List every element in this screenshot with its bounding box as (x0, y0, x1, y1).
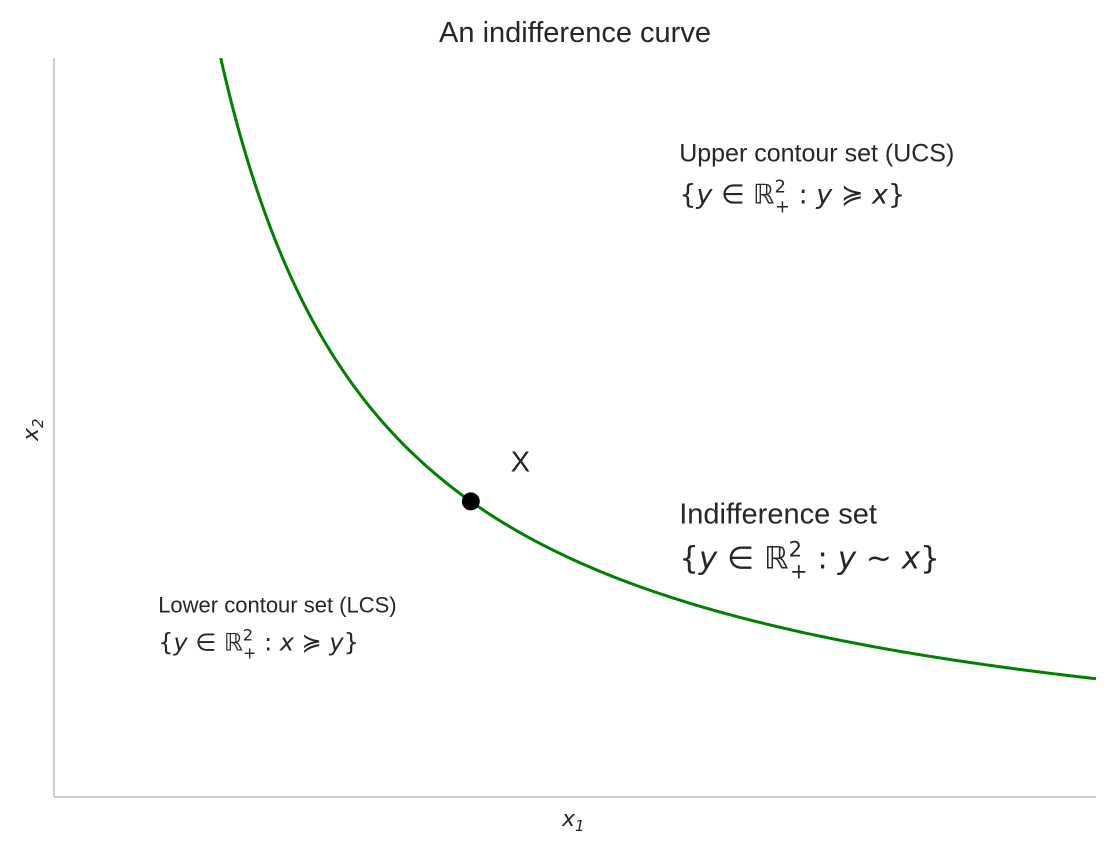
x-axis-label-sub: 1 (575, 817, 585, 835)
chart-title: An indifference curve (439, 17, 711, 49)
lower-contour-title: Lower contour set (LCS) (158, 592, 396, 617)
y-axis-label: x2 (19, 418, 47, 442)
x-axis-label-var: x (561, 807, 576, 832)
lower-contour-annotation: Lower contour set (LCS) {y ∈ ℝ2 + : x ≽ y… (158, 592, 396, 662)
indifference-set-notation: {y ∈ ℝ2 + : y ∼ x} (679, 538, 940, 584)
indifference-set-annotation: Indifference set {y ∈ ℝ2 + : y ∼ x} (679, 499, 940, 584)
lower-contour-set-notation: {y ∈ ℝ2 + : x ≽ y} (158, 625, 359, 662)
indifference-curve-line (219, 58, 1096, 681)
point-x-label: X (511, 446, 530, 478)
y-axis-label-var: x (19, 427, 44, 442)
point-x-marker (461, 492, 480, 511)
indifference-set-title: Indifference set (679, 499, 877, 531)
upper-contour-annotation: Upper contour set (UCS) {y ∈ ℝ2 + : y ≽ x… (679, 139, 954, 217)
upper-contour-title: Upper contour set (UCS) (679, 139, 954, 167)
upper-contour-set-notation: {y ∈ ℝ2 + : y ≽ x} (679, 176, 905, 217)
x-axis-label: x1 (561, 807, 585, 835)
y-axis-label-sub: 2 (29, 418, 47, 428)
